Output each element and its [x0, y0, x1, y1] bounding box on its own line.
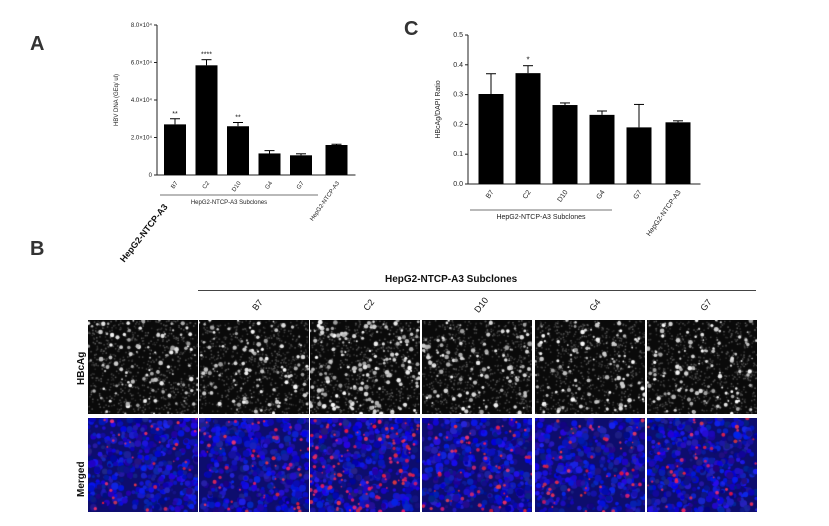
- x-tick-label: C2: [522, 189, 533, 200]
- bar: [665, 122, 691, 184]
- bar: [589, 114, 615, 184]
- micrograph-merged: [422, 418, 532, 512]
- panel-c-label: C: [404, 18, 419, 40]
- bar: [258, 153, 281, 175]
- x-tick-label: HepG2-NTCP-A3: [309, 180, 341, 222]
- significance-label: **: [172, 111, 178, 118]
- y-tick-label: 0.0: [453, 181, 463, 188]
- y-axis-label: HBV DNA (GEq/ ul): [114, 74, 120, 126]
- y-axis-label: HBcAg/DAPI Ratio: [435, 80, 442, 138]
- y-tick-label: 0.3: [453, 92, 463, 99]
- x-tick-label: C2: [202, 180, 212, 190]
- bar: [195, 65, 218, 175]
- micrograph-merged: [647, 418, 757, 512]
- x-tick-label: D10: [557, 189, 570, 204]
- panel-b-group-title: HepG2-NTCP-A3 Subclones: [385, 274, 518, 285]
- bar: [164, 124, 186, 175]
- x-tick-label: G7: [633, 189, 644, 201]
- x-tick-label: B7: [485, 189, 496, 200]
- micrograph-hbcag: [422, 320, 532, 414]
- panel-b-row-label-hbcag: HBcAg: [76, 351, 87, 385]
- bar: [552, 105, 578, 184]
- micrograph-merged: [199, 418, 309, 512]
- y-tick-label: 0.5: [453, 32, 463, 39]
- x-tick-label: G4: [265, 180, 275, 191]
- y-tick-label: 0.2: [453, 121, 463, 128]
- panel-b-label: B: [30, 238, 45, 260]
- y-tick-label: 0: [149, 173, 153, 179]
- y-tick-label: 0.4: [453, 62, 463, 69]
- micrograph-merged: [535, 418, 645, 512]
- y-tick-label: 8.0×10⁴: [131, 22, 153, 29]
- x-tick-label: G4: [596, 189, 607, 201]
- significance-label: *: [526, 56, 529, 65]
- bar: [290, 155, 312, 175]
- x-axis-label: HepG2-NTCP-A3 Subclones: [191, 200, 267, 206]
- y-tick-label: 2.0×10⁴: [131, 135, 153, 142]
- bar: [227, 126, 249, 175]
- bar: [515, 73, 541, 184]
- x-tick-label: HepG2-NTCP-A3: [646, 189, 683, 238]
- micrograph-merged: [88, 418, 198, 512]
- x-tick-label: B7: [171, 180, 181, 190]
- panel-b-row-label-merged: Merged: [76, 461, 87, 497]
- micrograph-hbcag: [88, 320, 198, 414]
- x-tick-label: G7: [296, 180, 306, 191]
- significance-label: **: [235, 115, 241, 122]
- micrograph-hbcag: [647, 320, 757, 414]
- micrograph-hbcag: [310, 320, 420, 414]
- significance-label: ****: [201, 52, 212, 59]
- micrograph-hbcag: [535, 320, 645, 414]
- micrograph-hbcag: [199, 320, 309, 414]
- bar: [325, 145, 348, 175]
- x-tick-label: D10: [231, 180, 243, 193]
- panel-b-group-rule: [198, 290, 756, 291]
- bar: [626, 127, 652, 184]
- bar: [478, 94, 504, 184]
- micrograph-merged: [310, 418, 420, 512]
- y-tick-label: 0.1: [453, 151, 463, 158]
- x-axis-label: HepG2-NTCP-A3 Subclones: [496, 214, 586, 221]
- y-tick-label: 4.0×10⁴: [131, 97, 153, 104]
- y-tick-label: 6.0×10⁴: [131, 60, 153, 67]
- panel-a-label: A: [30, 33, 45, 55]
